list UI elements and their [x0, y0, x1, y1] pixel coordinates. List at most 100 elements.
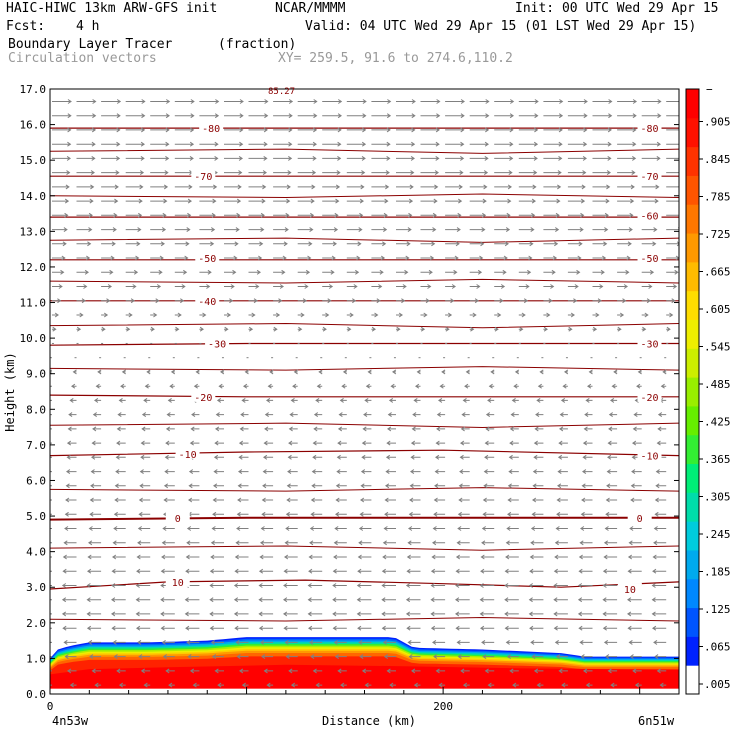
wind-vector [655, 469, 667, 475]
wind-vector [513, 383, 519, 389]
wind-vector [360, 483, 372, 489]
wind-vector [285, 511, 298, 517]
wind-vector [174, 326, 180, 332]
wind-vector [592, 212, 610, 218]
wind-vector [116, 426, 126, 432]
wind-vector [337, 426, 347, 432]
wind-vector [161, 554, 175, 560]
wind-vector [420, 212, 438, 218]
contour-label-bg [165, 575, 190, 587]
wind-vector [162, 526, 175, 531]
wind-vector [86, 583, 102, 588]
wind-vector [248, 170, 268, 176]
wind-vector [136, 568, 151, 574]
wind-vector [420, 269, 433, 275]
wind-vector [631, 440, 642, 446]
wind-vector [461, 412, 470, 418]
wind-vector [405, 597, 421, 603]
wind-vector [248, 312, 256, 318]
wind-vector [113, 526, 126, 531]
wind-vector [506, 526, 519, 531]
wind-vector [567, 155, 588, 161]
wind-vector [567, 212, 585, 218]
wind-vector [185, 625, 200, 631]
wind-vector [458, 497, 470, 503]
wind-vector [140, 454, 151, 460]
wind-vector [346, 212, 364, 218]
wind-vector [558, 440, 568, 446]
wind-vector [469, 312, 477, 318]
wind-vector [479, 597, 495, 603]
wind-vector [567, 184, 586, 190]
wind-vector [559, 412, 568, 418]
wind-vector [199, 212, 216, 218]
wind-vector [101, 127, 121, 133]
wind-vector [494, 255, 508, 261]
wind-vector [567, 312, 576, 318]
wind-vector [626, 611, 642, 617]
wind-vector [146, 369, 151, 375]
wind-vector [469, 184, 488, 190]
wind-vector [68, 412, 77, 418]
wind-vector [528, 597, 544, 603]
wind-vector [455, 554, 470, 560]
wind-vector [438, 682, 446, 688]
wind-vector [113, 511, 126, 517]
wind-vector [509, 426, 519, 432]
wind-vector [483, 469, 495, 475]
wind-vector [420, 255, 435, 261]
wind-vector [536, 682, 544, 688]
wind-vector [322, 155, 342, 161]
wind-vector [396, 227, 412, 233]
wind-vector [410, 668, 421, 674]
wind-vector [259, 639, 274, 645]
colorbar-swatch [686, 521, 699, 551]
wind-vector [258, 597, 274, 603]
wind-vector [506, 511, 519, 517]
wind-vector [567, 269, 581, 275]
wind-vector [224, 113, 244, 119]
wind-vector [543, 198, 561, 204]
wind-vector [218, 383, 224, 389]
wind-vector [518, 212, 536, 218]
wind-vector [617, 184, 635, 190]
wind-vector [509, 668, 519, 674]
wind-vector [666, 269, 679, 275]
wind-vector [456, 639, 470, 645]
wind-vector [556, 483, 568, 489]
wind-vector [76, 170, 96, 176]
wind-vector [265, 397, 274, 403]
y-tick-label: 2.0 [26, 617, 46, 630]
contour-label: -70 [194, 172, 212, 183]
wind-vector [651, 597, 667, 603]
wind-vector [507, 483, 519, 489]
wind-vector [494, 184, 513, 190]
wind-vector [273, 170, 292, 176]
wind-vector [63, 540, 77, 546]
wind-vector [273, 227, 289, 233]
y-tick-label: 17.0 [20, 83, 47, 96]
y-tick-label: 12.0 [20, 261, 47, 274]
wind-vector [455, 583, 470, 588]
wind-vector [283, 625, 298, 631]
wind-vector [532, 469, 544, 475]
wind-vector [187, 654, 200, 660]
wind-vector [346, 298, 357, 304]
wind-vector [632, 426, 642, 432]
wind-vector [312, 668, 323, 674]
wind-vector [608, 426, 618, 432]
wind-vector [602, 611, 618, 617]
wind-vector [313, 426, 323, 432]
contour-label: -50 [198, 254, 216, 265]
wind-vector [139, 469, 151, 475]
wind-vector [95, 383, 102, 389]
wind-vector [543, 269, 556, 275]
wind-vector [240, 412, 249, 418]
wind-vector [213, 454, 224, 460]
wind-vector [110, 597, 126, 603]
wind-vector [297, 127, 318, 133]
wind-vector [602, 597, 618, 603]
wind-vector [76, 284, 88, 289]
wind-vector [214, 426, 224, 432]
wind-vector [174, 298, 185, 304]
